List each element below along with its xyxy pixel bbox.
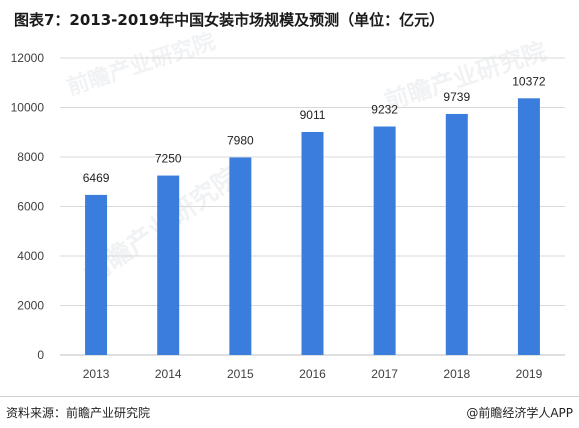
x-tick-label: 2018 (443, 367, 470, 381)
source-note: 资料来源：前瞻产业研究院 (6, 406, 151, 420)
y-tick-label: 12000 (11, 51, 45, 65)
credit-note: @前瞻经济学人APP (466, 406, 573, 420)
x-tick-label: 2017 (371, 367, 398, 381)
x-tick-label: 2015 (227, 367, 254, 381)
data-label: 7980 (227, 133, 254, 147)
bar-chart: 前瞻产业研究院 前瞻产业研究院 前瞻产业研究院 0200040006000800… (11, 28, 565, 381)
data-label: 9739 (443, 90, 470, 104)
y-tick-label: 0 (37, 348, 44, 362)
bar (85, 194, 108, 355)
bar (517, 98, 540, 355)
bar (301, 131, 324, 355)
data-label: 9232 (371, 103, 398, 117)
data-labels: 6469 7250 7980 9011 9232 9739 10372 (83, 74, 546, 185)
data-label: 6469 (83, 171, 110, 185)
data-label: 10372 (512, 74, 546, 88)
y-axis: 0 2000 4000 6000 8000 10000 12000 (11, 51, 45, 362)
watermark-text: 前瞻产业研究院 (64, 28, 219, 100)
y-tick-label: 6000 (17, 200, 44, 214)
x-axis: 2013 2014 2015 2016 2017 2018 2019 (83, 367, 543, 381)
y-tick-label: 4000 (17, 249, 44, 263)
bar (157, 175, 180, 355)
y-tick-label: 2000 (17, 299, 44, 313)
bar (373, 126, 396, 356)
x-tick-label: 2016 (299, 367, 326, 381)
data-label: 9011 (300, 108, 326, 122)
y-tick-label: 10000 (11, 101, 45, 115)
x-tick-label: 2014 (155, 367, 182, 381)
footer: 资料来源：前瞻产业研究院 @前瞻经济学人APP (0, 396, 579, 421)
x-tick-label: 2019 (516, 367, 543, 381)
bar (445, 113, 468, 355)
bar (229, 157, 252, 355)
y-tick-label: 8000 (17, 150, 44, 164)
data-label: 7250 (155, 152, 182, 166)
chart-title: 图表7：2013-2019年中国女装市场规模及预测（单位：亿元） (14, 11, 445, 29)
bars (85, 98, 540, 356)
x-tick-label: 2013 (83, 367, 110, 381)
